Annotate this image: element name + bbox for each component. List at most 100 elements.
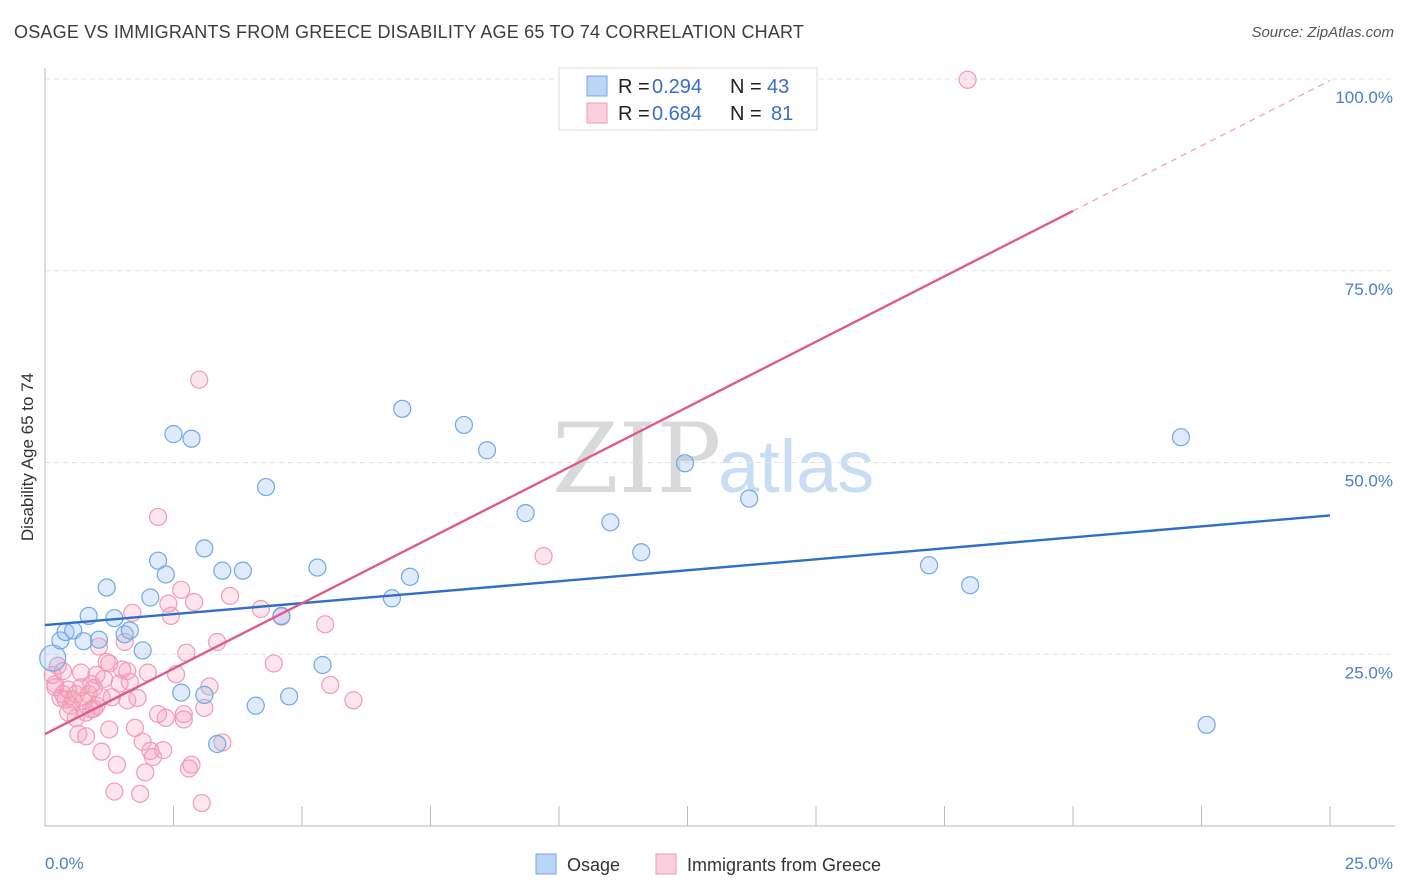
data-point-greece [115, 632, 134, 652]
data-point-osage [233, 561, 252, 580]
data-point-greece [71, 663, 91, 682]
data-point-osage [256, 477, 276, 497]
legend-label-greece: Immigrants from Greece [687, 855, 881, 875]
trend-line-greece [44, 209, 1074, 736]
data-point-osage [477, 441, 497, 460]
data-point-greece [77, 727, 96, 746]
data-point-osage [213, 561, 232, 580]
trend-line-greece-extension [1072, 79, 1331, 212]
stats-r-value-greece: 0.684 [652, 103, 702, 125]
stats-r-label-greece: R = [618, 103, 650, 125]
data-point-greece [154, 741, 173, 760]
data-point-osage [675, 454, 695, 473]
data-point-greece [182, 755, 201, 774]
data-point-osage [246, 696, 265, 715]
data-point-greece [174, 704, 193, 724]
y-tick-label: 50.0% [1345, 472, 1393, 491]
legend-label-osage: Osage [567, 855, 620, 875]
data-point-osage [97, 578, 116, 597]
stats-n-value-osage: 43 [767, 76, 789, 98]
watermark-zip: ZIP [552, 403, 721, 515]
data-point-osage [74, 632, 93, 651]
data-point-greece [251, 599, 270, 619]
stats-n-label-osage: N = [730, 76, 762, 98]
data-point-osage [382, 589, 402, 608]
data-point-greece [195, 698, 214, 718]
data-point-osage [313, 655, 332, 675]
axes [44, 68, 1395, 827]
data-point-osage [208, 734, 227, 754]
data-point-osage [516, 504, 535, 523]
data-point-osage [632, 543, 651, 562]
series-greece-points [43, 70, 977, 813]
data-point-osage [961, 576, 980, 595]
data-point-greece [105, 782, 124, 801]
x-tick-labels: 0.0% 25.0% [45, 854, 1393, 873]
x-tick-label-max: 25.0% [1345, 854, 1393, 873]
x-tick-label-min: 0.0% [45, 854, 84, 873]
data-point-osage [133, 641, 152, 660]
legend-swatch-osage [535, 853, 557, 875]
data-point-greece [156, 708, 175, 728]
stats-box: R = 0.294 N = 43 R = 0.684 N = 81 [558, 67, 818, 131]
data-point-osage [393, 399, 412, 418]
data-point-greece [174, 710, 193, 729]
data-point-greece [118, 662, 137, 681]
data-point-greece [192, 793, 211, 813]
data-point-greece [143, 747, 163, 767]
data-point-greece [321, 675, 340, 695]
y-tick-label: 75.0% [1345, 280, 1393, 299]
data-point-osage [1197, 715, 1216, 734]
data-point-greece [316, 615, 335, 634]
stats-r-value-osage: 0.294 [652, 76, 702, 98]
data-point-osage [164, 425, 183, 444]
legend-swatch-greece [655, 853, 677, 875]
data-point-osage [740, 489, 759, 508]
data-point-greece [208, 632, 227, 652]
watermark-atlas: atlas [718, 425, 874, 508]
stats-r-label-osage: R = [618, 76, 650, 98]
data-point-greece [100, 720, 119, 739]
stats-swatch-greece [586, 102, 608, 124]
chart-title: OSAGE VS IMMIGRANTS FROM GREECE DISABILI… [14, 22, 805, 42]
stats-n-value-greece: 81 [771, 103, 793, 125]
data-point-osage [156, 565, 175, 584]
data-point-greece [71, 678, 91, 697]
data-point-osage [280, 687, 299, 706]
data-point-osage [141, 588, 160, 607]
x-ticks [44, 806, 1331, 826]
data-point-greece [172, 580, 191, 599]
data-point-osage [400, 567, 420, 586]
data-point-osage [308, 558, 327, 577]
data-point-osage [148, 551, 168, 570]
y-tick-label: 100.0% [1335, 88, 1393, 107]
data-point-greece [107, 755, 127, 774]
data-point-greece [48, 656, 67, 675]
y-tick-label: 25.0% [1345, 663, 1393, 682]
watermark: ZIP atlas [552, 403, 874, 515]
data-point-greece [136, 763, 155, 782]
data-point-greece [100, 654, 119, 673]
stats-n-label-greece: N = [730, 103, 762, 125]
data-point-greece [220, 586, 240, 606]
data-point-osage [182, 429, 201, 448]
data-point-greece [92, 742, 111, 761]
data-point-osage [195, 539, 214, 558]
data-point-greece [344, 691, 363, 710]
y-axis-title: Disability Age 65 to 74 [18, 373, 37, 541]
data-point-osage [195, 685, 214, 705]
trend-line-osage [44, 514, 1331, 627]
data-point-greece [95, 669, 114, 688]
legend: Osage Immigrants from Greece [535, 853, 881, 875]
data-point-greece [130, 784, 150, 803]
data-point-osage [454, 415, 474, 435]
data-point-greece [534, 546, 553, 566]
trend-lines [44, 79, 1331, 736]
data-point-osage [1171, 428, 1191, 447]
data-point-greece [190, 370, 209, 389]
data-point-osage [172, 683, 191, 702]
data-point-osage [89, 630, 109, 649]
data-point-greece [148, 507, 168, 527]
data-point-greece [125, 718, 145, 737]
